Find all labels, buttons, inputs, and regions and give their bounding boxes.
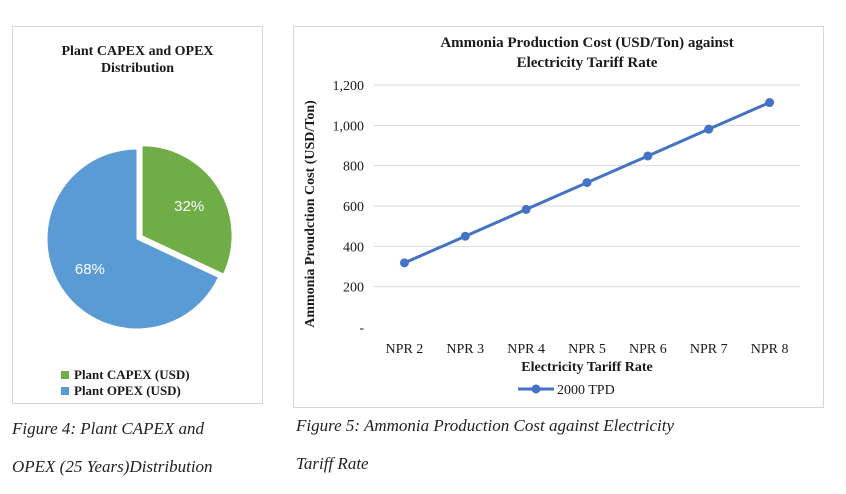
legend-label-capex: Plant CAPEX (USD) [74,367,190,382]
y-tick-label-0: - [359,321,364,336]
legend-swatch-opex [61,387,69,395]
legend-item-opex: Plant OPEX (USD) [61,383,190,399]
x-axis-title: Electricity Tariff Rate [521,360,652,375]
legend-label-series: 2000 TPD [557,383,615,398]
pie-slice-opex [46,148,220,330]
y-tick-label-400: 400 [343,240,364,255]
y-tick-label-800: 800 [343,160,364,175]
line-chart: Ammonia Production Cost (USD/Ton) agains… [303,35,800,398]
y-tick-label-600: 600 [343,200,364,215]
pie-data-label-capex: 32% [174,198,204,215]
x-tick-label-4: NPR 5 [568,342,606,357]
pie-title-line-1: Plant CAPEX and OPEX [61,44,214,59]
y-tick-label-1200: 1,200 [333,79,365,94]
pie-data-label-opex: 68% [75,261,105,278]
x-tick-label-7: NPR 8 [751,342,789,357]
x-tick-label-1: NPR 2 [386,342,424,357]
line-chart-title-line-2: Electricity Tariff Rate [517,55,658,71]
data-point-3 [521,204,531,214]
x-tick-label-6: NPR 7 [690,342,728,357]
data-point-1 [399,258,409,268]
legend-swatch-capex [61,371,69,379]
line-chart-panel: Ammonia Production Cost (USD/Ton) agains… [293,26,824,408]
pie-chart-title: Plant CAPEX and OPEX Distribution [13,43,262,77]
y-tick-label-200: 200 [343,281,364,296]
x-tick-label-5: NPR 6 [629,342,667,357]
figure-5-caption-line-2: Tariff Rate [296,454,369,473]
pie-chart: 32% 68% [46,145,233,330]
data-point-6 [704,124,714,134]
legend-label-opex: Plant OPEX (USD) [74,383,181,398]
pie-legend: Plant CAPEX (USD) Plant OPEX (USD) [61,367,190,399]
data-point-2 [460,231,470,241]
pie-title-line-2: Distribution [100,61,175,76]
x-tick-label-2: NPR 3 [446,342,484,357]
legend-point-marker [531,384,541,394]
data-point-4 [582,178,592,188]
pie-chart-panel: Plant CAPEX and OPEX Distribution 32% 68%… [12,26,263,404]
legend-item-capex: Plant CAPEX (USD) [61,367,190,383]
figure-4-caption-line-1: Figure 4: Plant CAPEX and [12,419,205,438]
line-chart-title-line-1: Ammonia Production Cost (USD/Ton) agains… [440,35,733,51]
figure-5-caption-line-1: Figure 5: Ammonia Production Cost agains… [296,416,675,435]
y-axis-title: Ammonia Proudction Cost (USD/Ton) [303,100,318,328]
figure-4-caption-line-2: OPEX (25 Years)Distribution [12,457,213,476]
y-tick-label-1000: 1,000 [333,119,365,134]
x-tick-label-3: NPR 4 [507,342,545,357]
data-point-7 [765,98,775,108]
data-point-5 [643,151,653,161]
pie-slice-capex [141,145,233,275]
